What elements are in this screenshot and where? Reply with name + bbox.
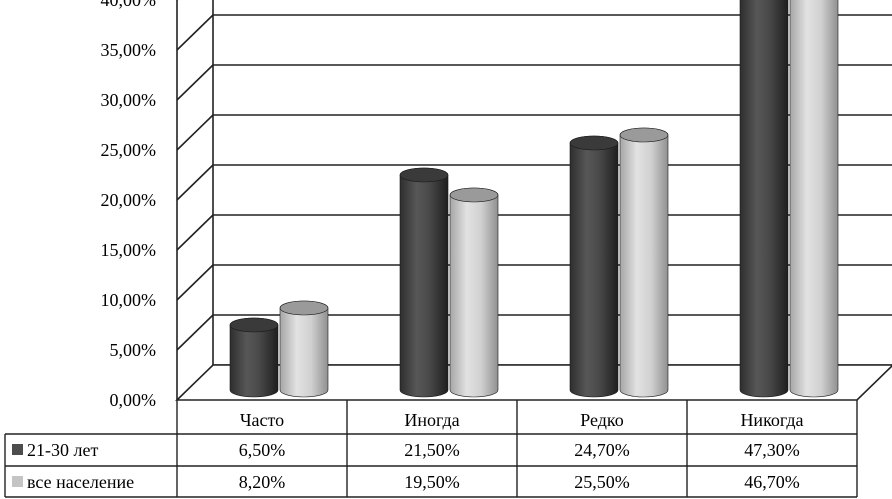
gridline-side bbox=[176, 64, 214, 101]
back-wall bbox=[212, 0, 892, 366]
category-label: Иногда bbox=[404, 410, 459, 430]
gridline-side bbox=[176, 314, 214, 351]
bar bbox=[739, 0, 789, 398]
data-table: Часто Иногда Редко Никогда 21-30 лет 6,50% 21,… bbox=[4, 400, 858, 498]
data-label: 19,50% bbox=[404, 472, 460, 492]
bar bbox=[789, 0, 839, 398]
chart-walls bbox=[175, 0, 892, 401]
gridline-side bbox=[176, 114, 214, 151]
data-label: 46,70% bbox=[744, 472, 800, 492]
data-label: 47,30% bbox=[744, 440, 800, 460]
bar bbox=[399, 167, 449, 398]
category-label: Редко bbox=[580, 410, 624, 430]
data-label: 6,50% bbox=[239, 440, 286, 460]
legend-swatch bbox=[12, 476, 23, 487]
y-tick-label: 20,00% bbox=[101, 190, 157, 210]
legend-label: 21-30 лет bbox=[27, 440, 98, 460]
y-tick-label: 5,00% bbox=[110, 340, 157, 360]
data-label: 21,50% bbox=[404, 440, 460, 460]
gridline-side bbox=[176, 214, 214, 251]
bar-body bbox=[569, 135, 619, 398]
bars bbox=[229, 0, 839, 398]
legend-label: все население bbox=[27, 472, 134, 492]
bar-body bbox=[399, 167, 449, 398]
bar-body bbox=[619, 127, 669, 398]
y-tick-label: 40,00% bbox=[101, 0, 157, 10]
bar-body bbox=[789, 0, 839, 398]
data-label: 25,50% bbox=[574, 472, 630, 492]
y-tick-label: 0,00% bbox=[110, 390, 157, 410]
bar-body bbox=[449, 187, 499, 398]
y-tick-label: 10,00% bbox=[101, 290, 157, 310]
bar bbox=[569, 135, 619, 398]
bar-body bbox=[279, 300, 329, 398]
y-tick-label: 30,00% bbox=[101, 90, 157, 110]
bar-top bbox=[569, 135, 619, 151]
bar bbox=[619, 127, 669, 398]
gridline-side bbox=[176, 164, 214, 201]
data-label: 8,20% bbox=[239, 472, 286, 492]
y-tick-label: 35,00% bbox=[101, 40, 157, 60]
bar bbox=[229, 317, 279, 398]
bar-top bbox=[449, 187, 499, 203]
y-tick-label: 25,00% bbox=[101, 140, 157, 160]
gridline-side bbox=[176, 264, 214, 301]
category-label: Часто bbox=[240, 410, 284, 430]
legend-swatch bbox=[12, 444, 23, 455]
data-label: 24,70% bbox=[574, 440, 630, 460]
category-label: Никогда bbox=[740, 410, 803, 430]
bar-top bbox=[229, 317, 279, 333]
bar bbox=[279, 300, 329, 398]
gridline-side bbox=[176, 14, 214, 51]
bar bbox=[449, 187, 499, 398]
bar-body bbox=[739, 0, 789, 398]
floor bbox=[175, 364, 892, 401]
bar-top bbox=[619, 127, 669, 143]
bar-top bbox=[279, 300, 329, 316]
y-tick-label: 15,00% bbox=[101, 240, 157, 260]
bar-top bbox=[399, 167, 449, 183]
y-axis-ticks: 0,00% 5,00% 10,00% 15,00% 20,00% 25,00% 30,00%… bbox=[101, 0, 157, 410]
